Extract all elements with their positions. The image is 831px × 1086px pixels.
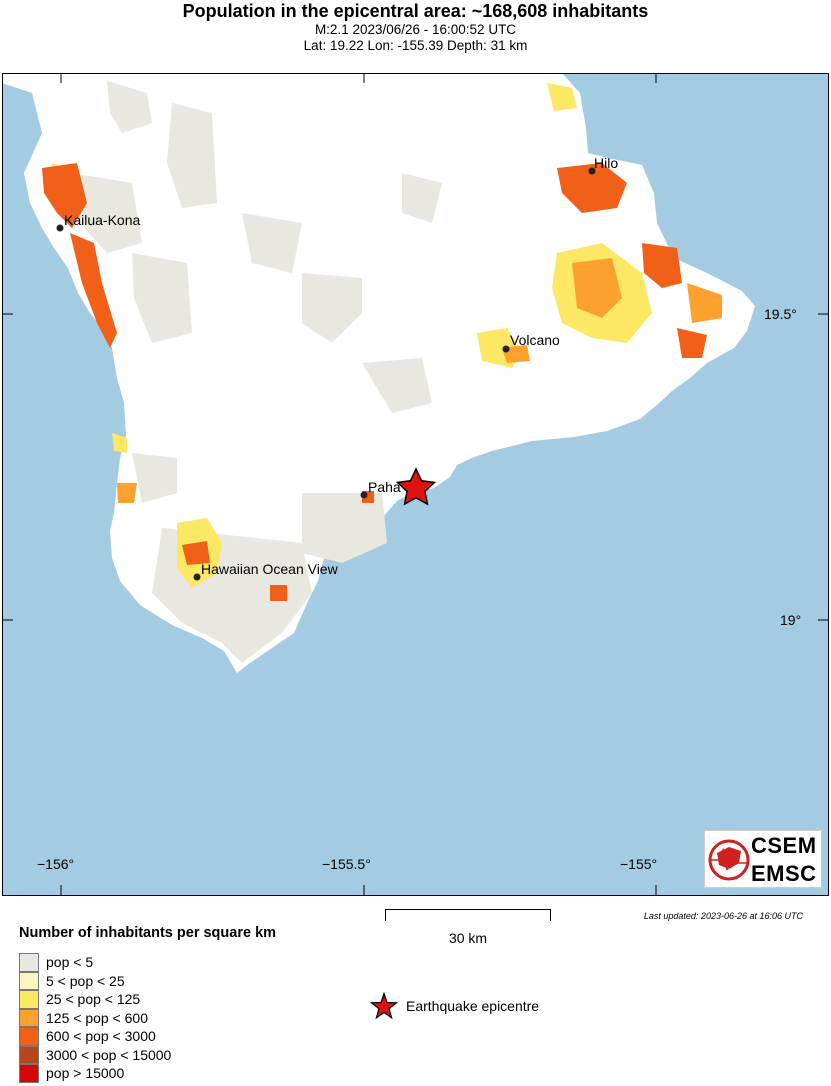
place-label-volcano: Volcano <box>510 332 560 348</box>
map-title: Population in the epicentral area: ~168,… <box>182 1 649 21</box>
legend-row: 600 < pop < 3000 <box>19 1027 171 1046</box>
legend-swatch <box>19 953 39 972</box>
logo-text-top: CSEM <box>751 833 817 858</box>
lat-tick-label: 19° <box>780 612 801 628</box>
star-icon <box>370 992 398 1020</box>
legend-swatch <box>19 990 39 1009</box>
legend-label: pop > 15000 <box>46 1065 125 1082</box>
scale-bar <box>385 909 551 921</box>
place-label-pahala: Paha <box>368 479 401 495</box>
lat-tick-label: 19.5° <box>764 306 797 322</box>
legend-label: 5 < pop < 25 <box>46 972 125 989</box>
legend-row: 3000 < pop < 15000 <box>19 1045 172 1064</box>
place-dot-kailua-kona <box>56 224 64 232</box>
epicenter-star <box>395 467 437 506</box>
place-dot-ocean-view <box>193 573 201 581</box>
legend-label: 125 < pop < 600 <box>46 1009 148 1026</box>
lon-tick-label: −155° <box>620 856 657 872</box>
place-dot-hilo <box>588 167 596 175</box>
legend-label: 600 < pop < 3000 <box>46 1028 156 1045</box>
place-label-hilo: Hilo <box>594 155 618 171</box>
place-dot-pahala <box>360 491 368 499</box>
lon-tick-label: −155.5° <box>322 856 371 872</box>
density-very-high <box>117 258 722 503</box>
legend-swatch <box>19 1064 39 1083</box>
legend-label: 25 < pop < 125 <box>46 991 141 1008</box>
map-frame <box>2 73 829 896</box>
epicentre-label: Earthquake epicentre <box>406 998 540 1014</box>
graticule-ticks <box>2 73 829 896</box>
lon-tick-label: −156° <box>37 856 74 872</box>
epicentre-legend: Earthquake epicentre <box>370 992 539 1020</box>
place-markers: Hilo Kailua-Kona Volcano Paha Hawaiian O… <box>56 155 618 581</box>
last-updated: Last updated: 2023-06-26 at 16:06 UTC <box>643 911 803 921</box>
event-location: Lat: 19.22 Lon: -155.39 Depth: 31 km <box>303 38 528 53</box>
scale-label: 30 km <box>448 930 488 946</box>
place-label-kailua-kona: Kailua-Kona <box>64 212 140 228</box>
event-info: M:2.1 2023/06/26 - 16:00:52 UTC <box>314 22 517 37</box>
legend-row: 5 < pop < 25 <box>19 971 171 990</box>
legend-swatch <box>19 1045 39 1064</box>
legend-swatch <box>19 971 39 990</box>
lat-tick-labels: 19.5° 19° <box>764 306 801 628</box>
globe-icon <box>708 839 750 881</box>
density-high <box>42 163 707 601</box>
legend-row: 25 < pop < 125 <box>19 990 171 1009</box>
emsc-logo: CSEM EMSC <box>704 830 822 888</box>
legend-title: Number of inhabitants per square km <box>19 925 277 941</box>
population-map[interactable]: −156° −155.5° −155° 19.5° 19° Hilo Kailu… <box>2 73 829 896</box>
legend-row: pop > 15000 <box>19 1064 171 1083</box>
header: Population in the epicentral area: ~168,… <box>0 0 831 54</box>
legend-swatch <box>19 1027 39 1046</box>
lon-tick-labels: −156° −155.5° −155° <box>37 856 657 872</box>
place-dot-volcano <box>502 345 510 353</box>
logo-text-bottom: EMSC <box>751 861 817 886</box>
legend-swatch <box>19 1008 39 1027</box>
legend-row: pop < 5 <box>19 953 171 972</box>
place-label-ocean-view: Hawaiian Ocean View <box>201 561 339 577</box>
legend-row: 125 < pop < 600 <box>19 1008 171 1027</box>
legend-label: pop < 5 <box>46 954 94 971</box>
legend-label: 3000 < pop < 15000 <box>46 1046 172 1063</box>
